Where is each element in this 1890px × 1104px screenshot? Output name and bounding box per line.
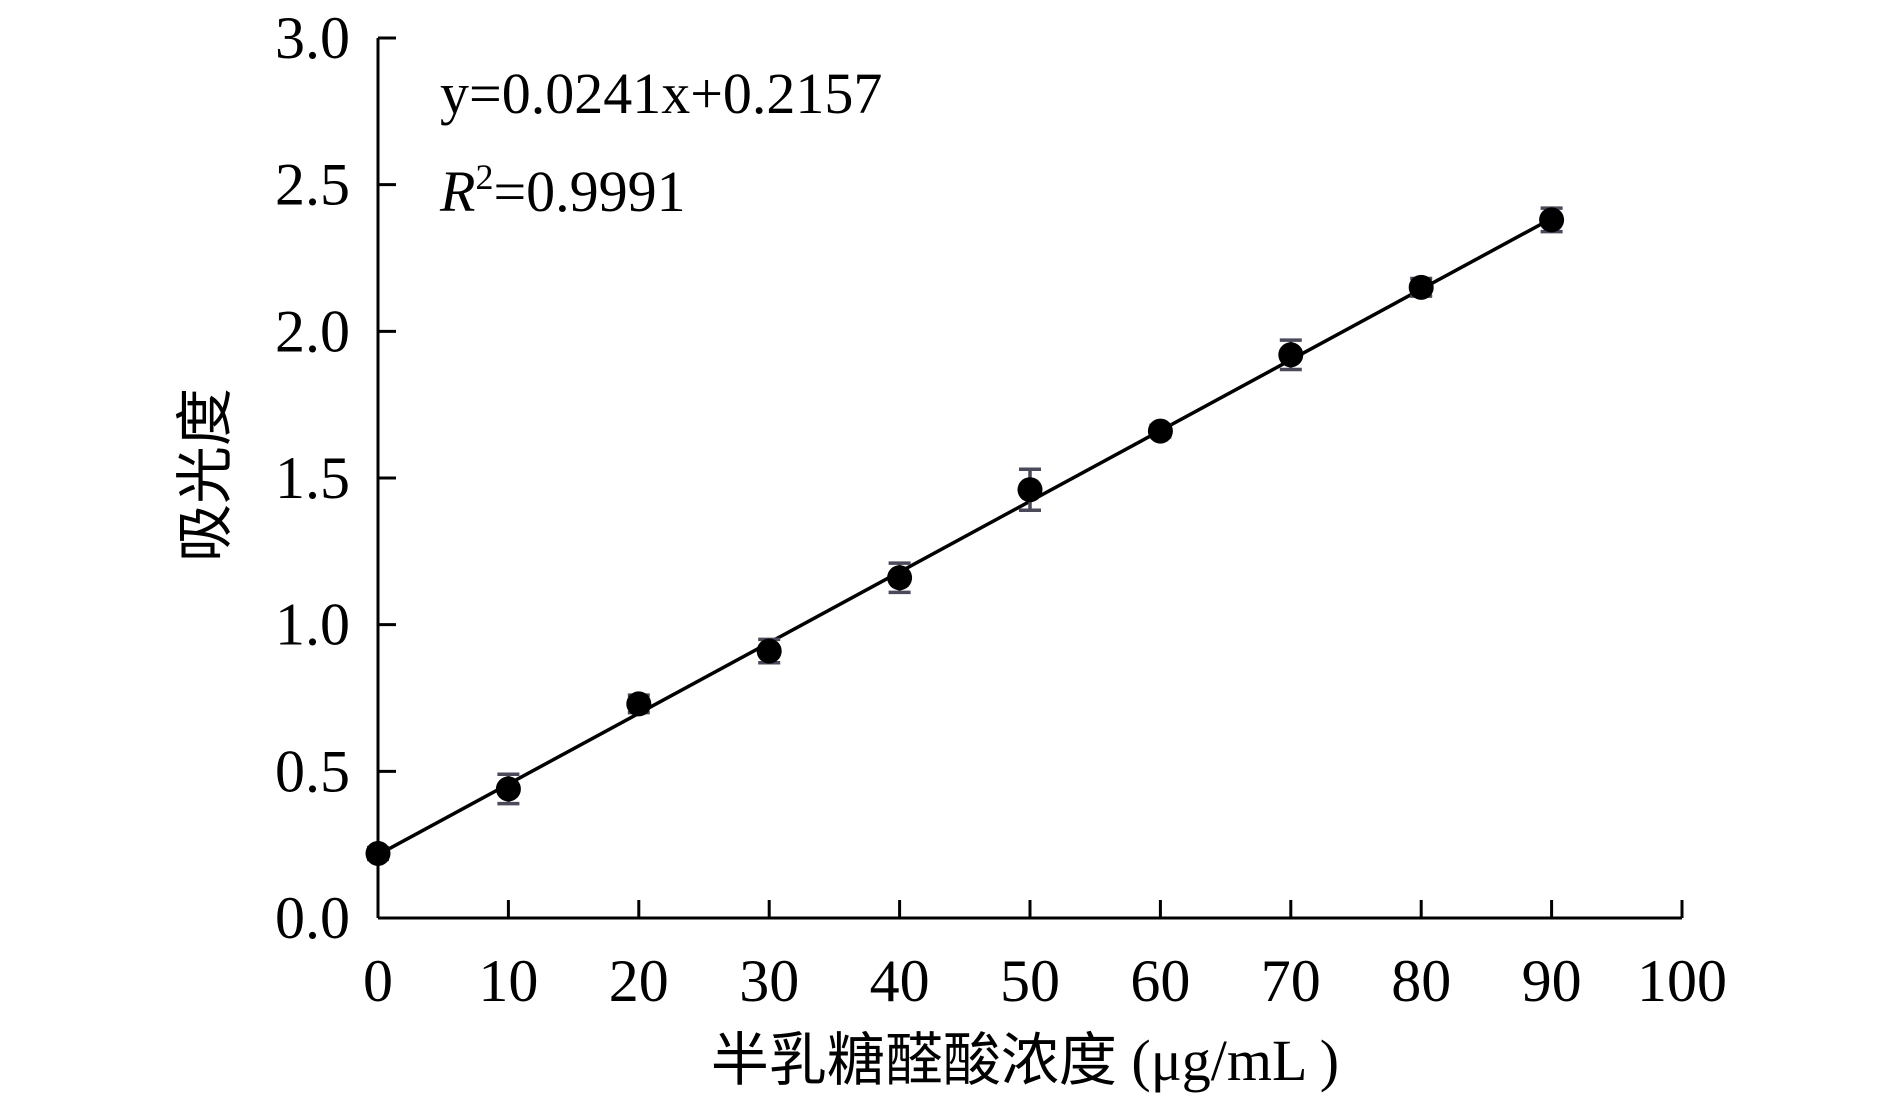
fit-line	[377, 216, 1553, 857]
x-axis: 0 10 20 30 40 50 60 70 80 90 100	[363, 900, 1727, 1014]
x-tick-label: 50	[1000, 948, 1060, 1014]
y-axis: 0.0 0.5 1.0 1.5 2.0 2.5 3.0	[275, 5, 396, 951]
data-point	[1408, 274, 1434, 300]
r-squared-superscript: 2	[475, 157, 493, 197]
x-tick-label: 10	[478, 948, 538, 1014]
data-point	[1278, 342, 1304, 368]
x-tick-label: 40	[870, 948, 930, 1014]
r-squared-value: =0.9991	[493, 159, 685, 224]
y-tick-label: 1.5	[275, 445, 350, 511]
x-tick-label: 0	[363, 948, 393, 1014]
data-point	[1539, 207, 1565, 233]
data-point	[756, 638, 782, 664]
data-point	[495, 776, 521, 802]
y-axis-title: 吸光度	[173, 388, 238, 562]
x-tick-label: 90	[1522, 948, 1582, 1014]
r-squared-label: R2=0.9991	[439, 157, 686, 224]
data-points	[365, 206, 1565, 866]
r-squared-symbol: R	[439, 159, 475, 224]
y-tick-label: 3.0	[275, 5, 350, 71]
data-point	[365, 840, 391, 866]
y-tick-label: 0.5	[275, 738, 350, 804]
y-tick-label: 2.5	[275, 152, 350, 218]
data-point	[1017, 477, 1043, 503]
x-axis-title: 半乳糖醛酸浓度 (μg/mL )	[711, 1028, 1339, 1093]
y-tick-label: 0.0	[275, 885, 350, 951]
data-point	[887, 565, 913, 591]
x-tick-label: 100	[1637, 948, 1727, 1014]
x-tick-label: 20	[609, 948, 669, 1014]
y-tick-label: 1.0	[275, 592, 350, 658]
x-tick-label: 70	[1261, 948, 1321, 1014]
fit-line-group	[377, 216, 1553, 857]
data-point	[1147, 418, 1173, 444]
data-point	[626, 691, 652, 717]
x-tick-label: 60	[1130, 948, 1190, 1014]
x-tick-label: 30	[739, 948, 799, 1014]
equation-label: y=0.0241x+0.2157	[440, 61, 882, 126]
x-tick-label: 80	[1391, 948, 1451, 1014]
y-tick-label: 2.0	[275, 298, 350, 364]
